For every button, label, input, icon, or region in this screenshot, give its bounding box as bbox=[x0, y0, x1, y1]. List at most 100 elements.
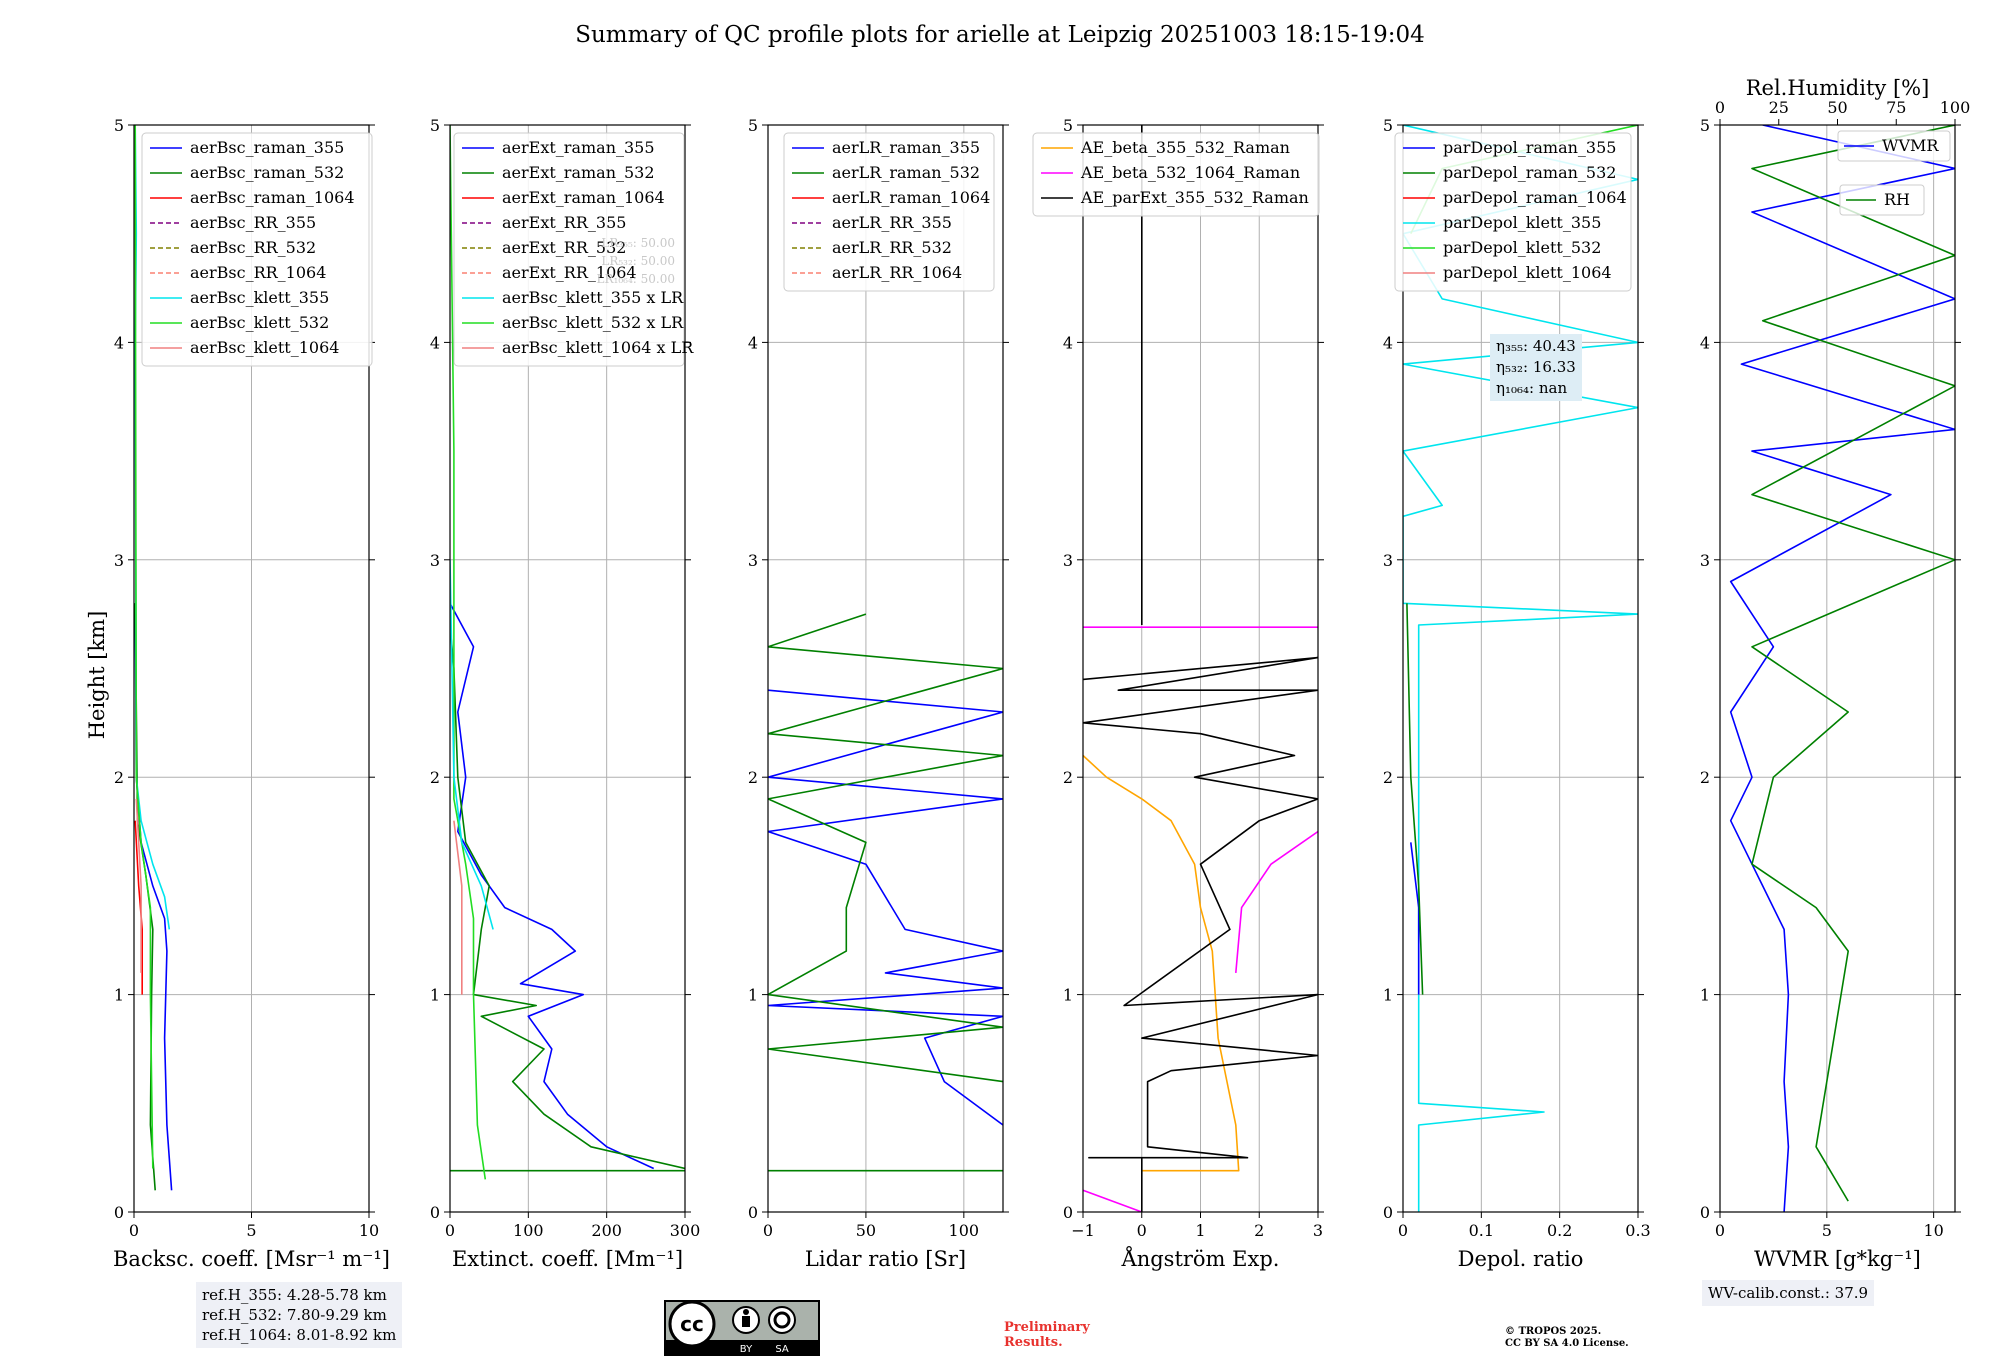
eta-532: η₅₃₂: 16.33 bbox=[1496, 358, 1576, 376]
series-line bbox=[1083, 754, 1240, 1172]
cc-icon bbox=[668, 1300, 716, 1348]
by-label: BY bbox=[740, 1344, 753, 1355]
y-tick-label: 4 bbox=[430, 333, 440, 352]
y-tick-label: 0 bbox=[1700, 1203, 1710, 1222]
y-tick-label: 3 bbox=[1063, 551, 1073, 570]
lr-note: LR₅₃₂: 50.00 bbox=[601, 254, 675, 268]
legend-entry: aerBsc_raman_1064 bbox=[190, 188, 355, 207]
legend-entry: aerLR_RR_1064 bbox=[832, 263, 962, 282]
legend-entry: aerLR_raman_355 bbox=[832, 138, 980, 157]
x-tick-label: −1 bbox=[1071, 1221, 1095, 1240]
preliminary-note: Preliminary Results. bbox=[1004, 1320, 1090, 1350]
series-line bbox=[450, 602, 655, 1170]
cc-license-badge[interactable]: cc BY SA bbox=[664, 1300, 820, 1356]
y-tick-label: 2 bbox=[1383, 768, 1393, 787]
lr-note: LR₃₅₅: 50.00 bbox=[601, 236, 675, 250]
copyright-note: © TROPOS 2025. CC BY SA 4.0 License. bbox=[1505, 1326, 1629, 1350]
cc-text: cc bbox=[680, 1312, 704, 1336]
x-tick-label: 5 bbox=[246, 1221, 256, 1240]
legend-entry: aerExt_raman_1064 bbox=[502, 188, 665, 207]
y-tick-label: 3 bbox=[1700, 551, 1710, 570]
y-axis-label: Height [km] bbox=[85, 611, 109, 740]
x-tick-label: 50 bbox=[856, 1221, 876, 1240]
legend-entry: RH bbox=[1884, 190, 1910, 209]
y-tick-label: 5 bbox=[1063, 116, 1073, 135]
y-tick-label: 1 bbox=[1383, 986, 1393, 1005]
plot-frame bbox=[767, 124, 1004, 1213]
plot-frame bbox=[1402, 124, 1639, 1213]
series-line bbox=[768, 613, 1003, 1083]
legend-entry: aerBsc_RR_355 bbox=[190, 213, 316, 232]
y-tick-label: 4 bbox=[1063, 333, 1073, 352]
legend-entry: aerBsc_raman_355 bbox=[190, 138, 344, 157]
legend: AE_beta_355_532_Raman AE_beta_532_1064_Ra… bbox=[1032, 132, 1320, 217]
x-tick-label: 0 bbox=[129, 1221, 139, 1240]
x-tick-label: 2 bbox=[1254, 1221, 1264, 1240]
x-tick-label: 5 bbox=[1822, 1221, 1832, 1240]
y-tick-label: 0 bbox=[1383, 1203, 1393, 1222]
x-tick-label: 200 bbox=[591, 1221, 622, 1240]
wv-calib-const: WV-calib.const.: 37.9 bbox=[1708, 1284, 1869, 1302]
legend-entry: aerBsc_klett_355 x LR bbox=[502, 288, 684, 307]
y-tick-label: 0 bbox=[1063, 1203, 1073, 1222]
top-x-tick-label: 100 bbox=[1940, 98, 1971, 117]
legend: aerExt_raman_355 aerExt_raman_532 aerExt_r… bbox=[453, 132, 694, 367]
y-tick-label: 4 bbox=[114, 333, 124, 352]
x-tick-label: 0.3 bbox=[1625, 1221, 1650, 1240]
y-tick-label: 5 bbox=[1383, 116, 1393, 135]
legend-entry: aerBsc_klett_532 x LR bbox=[502, 313, 684, 332]
series-line bbox=[768, 689, 1003, 1126]
x-tick-label: 3 bbox=[1313, 1221, 1323, 1240]
legend-entry: aerExt_RR_1064 bbox=[502, 263, 637, 282]
legend-entry: parDepol_klett_1064 bbox=[1443, 263, 1612, 282]
y-tick-label: 3 bbox=[748, 551, 758, 570]
x-tick-label: 0 bbox=[1715, 1221, 1725, 1240]
x-axis-label: Depol. ratio bbox=[1458, 1247, 1584, 1271]
y-tick-label: 5 bbox=[1700, 116, 1710, 135]
preliminary-line-1: Preliminary bbox=[1004, 1320, 1090, 1335]
legend: aerBsc_raman_355 aerBsc_raman_532 aerBsc_r… bbox=[141, 132, 373, 367]
sa-icon bbox=[768, 1306, 796, 1334]
series-line bbox=[1083, 1189, 1143, 1212]
legend-entry: aerExt_raman_532 bbox=[502, 163, 655, 182]
y-tick-label: 2 bbox=[1700, 768, 1710, 787]
x-tick-label: 0 bbox=[1398, 1221, 1408, 1240]
y-tick-label: 0 bbox=[748, 1203, 758, 1222]
legend-entry: parDepol_raman_1064 bbox=[1443, 188, 1627, 207]
series-line bbox=[1235, 830, 1318, 973]
y-tick-label: 5 bbox=[114, 116, 124, 135]
ref-height-532: ref.H_532: 7.80-9.29 km bbox=[202, 1306, 387, 1324]
eta-box: η₃₅₅: 40.43 η₅₃₂: 16.33 η₁₀₆₄: nan bbox=[1490, 334, 1582, 401]
y-tick-label: 5 bbox=[748, 116, 758, 135]
legend-entry: aerLR_RR_355 bbox=[832, 213, 952, 232]
x-tick-label: 100 bbox=[949, 1221, 980, 1240]
series-line bbox=[134, 125, 154, 1169]
legend-entry: aerExt_RR_532 bbox=[502, 238, 626, 257]
legend-entry: parDepol_raman_532 bbox=[1443, 163, 1616, 182]
x-axis-label: Backsc. coeff. [Msr⁻¹ m⁻¹] bbox=[113, 1247, 390, 1271]
legend-entry: aerBsc_raman_532 bbox=[190, 163, 344, 182]
panel-extinction: 0 100 200 300 0 1 2 3 4 5 Extinct. coeff. [Mm⁻¹] ae… bbox=[430, 116, 700, 1271]
legend-entry: aerBsc_klett_1064 bbox=[190, 338, 339, 357]
y-tick-label: 4 bbox=[1383, 333, 1393, 352]
eta-1064: η₁₀₆₄: nan bbox=[1496, 379, 1568, 397]
legend-entry: parDepol_klett_355 bbox=[1443, 213, 1601, 232]
y-tick-label: 3 bbox=[114, 551, 124, 570]
series-line bbox=[453, 820, 463, 995]
x-tick-label: 0.1 bbox=[1469, 1221, 1494, 1240]
series-line bbox=[1406, 603, 1424, 995]
series-line bbox=[135, 798, 142, 973]
legend-entry: aerExt_raman_355 bbox=[502, 138, 655, 157]
top-x-tick-label: 0 bbox=[1715, 98, 1725, 117]
sa-label: SA bbox=[775, 1344, 789, 1355]
ref-height-1064: ref.H_1064: 8.01-8.92 km bbox=[202, 1326, 397, 1344]
legend-entry: aerBsc_klett_532 bbox=[190, 313, 329, 332]
y-tick-label: 1 bbox=[748, 986, 758, 1005]
y-tick-label: 0 bbox=[114, 1203, 124, 1222]
legend-entry: aerLR_raman_532 bbox=[832, 163, 980, 182]
eta-355: η₃₅₅: 40.43 bbox=[1496, 337, 1576, 355]
series-line bbox=[1083, 656, 1318, 1212]
